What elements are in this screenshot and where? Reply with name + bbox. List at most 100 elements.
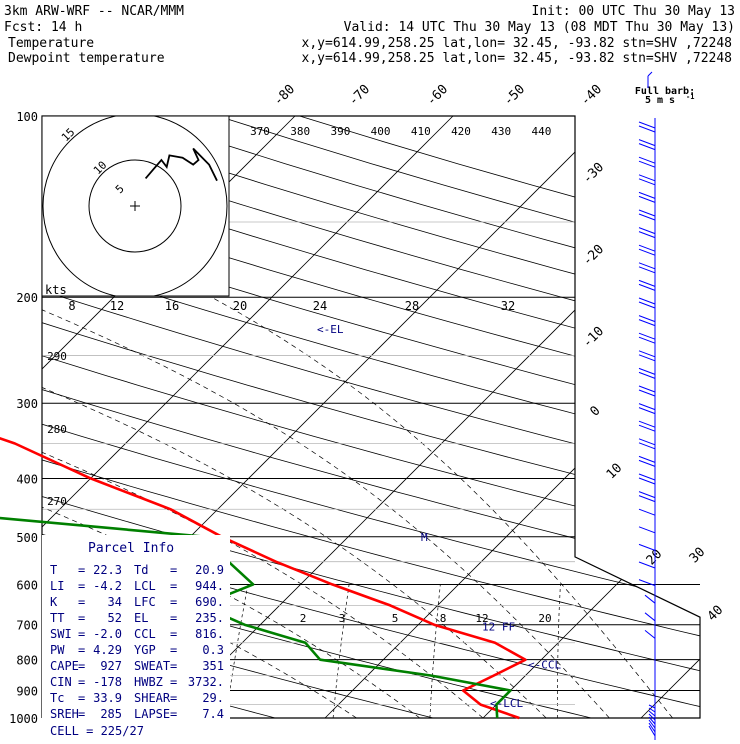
parcel-row-equals: =	[78, 595, 85, 609]
wind-barb	[638, 561, 656, 569]
theta-label: 390	[330, 125, 350, 138]
parcel-row-equals: =	[170, 611, 177, 625]
pressure-tick-label: 1000	[9, 712, 38, 726]
parcel-row: SWI = -2.0 CCL = 816.	[50, 627, 224, 641]
wind-barb-low	[648, 719, 656, 729]
parcel-row-equals: =	[170, 627, 177, 641]
pressure-tick-label: 800	[16, 654, 38, 668]
theta-label-left: 280	[47, 423, 67, 436]
wind-barb	[638, 438, 656, 450]
hodograph-ring	[42, 116, 228, 296]
pressure-tick-label: 600	[16, 578, 38, 592]
parcel-row-value-right: 816.	[195, 627, 224, 641]
model-title: 3km ARW-WRF -- NCAR/MMM	[4, 4, 184, 19]
speed-tick-label: 28	[405, 299, 419, 313]
mixing-ratio-line	[557, 584, 561, 718]
wind-barb	[638, 350, 656, 362]
annotation-label: <-LCL	[490, 697, 523, 710]
wind-barb-low	[648, 722, 656, 733]
wind-barb	[638, 121, 656, 133]
wind-barb	[638, 367, 656, 379]
pressure-tick-label: 500	[16, 531, 38, 545]
wind-barb	[638, 579, 656, 587]
wind-barb	[638, 491, 656, 503]
temperature-location: x,y=614.99,258.25 lat,lon= 32.45, -93.82…	[302, 36, 732, 51]
wind-barb	[638, 209, 656, 221]
parcel-row-equals: =	[78, 627, 85, 641]
pressure-tick-label: 100	[16, 110, 38, 124]
parcel-row-value-right: 944.	[195, 579, 224, 593]
wind-barb	[638, 139, 656, 151]
parcel-row-label-left: Tc	[50, 691, 64, 705]
parcel-row-value-left: 22.3	[93, 563, 122, 577]
parcel-row-value-left: 52	[108, 611, 122, 625]
pressure-tick-label: 400	[16, 472, 38, 486]
mixing-ratio-line	[429, 584, 441, 718]
hodograph-ring	[88, 159, 182, 253]
parcel-row-value-right: 20.9	[195, 563, 224, 577]
wind-barb	[638, 174, 656, 186]
annotation-label: <-CCL	[528, 659, 561, 672]
wind-barb	[638, 526, 656, 534]
parcel-row-label-right: LFC	[134, 595, 156, 609]
mixing-ratio-label: 5	[392, 612, 399, 625]
dewpoint-legend: Dewpoint temperature	[8, 51, 165, 66]
parcel-row-equals: =	[170, 579, 177, 593]
pressure-tick-label: 200	[16, 291, 38, 305]
parcel-box-bg	[42, 535, 230, 735]
pressure-tick-label: 700	[16, 619, 38, 633]
moist-adiabat	[42, 296, 547, 718]
wind-barb	[638, 385, 656, 397]
parcel-row-equals: =	[78, 579, 85, 593]
wind-barb-low	[648, 713, 656, 721]
parcel-row-equals: =	[170, 675, 177, 689]
parcel-row: Tc = 33.9 SHEAR = 29.	[50, 691, 224, 705]
hodograph-axis-label: kts	[45, 283, 67, 297]
parcel-row-equals: =	[170, 691, 177, 705]
parcel-row: TT = 52 EL = 235.	[50, 611, 224, 625]
pressure-tick-label: 900	[16, 684, 38, 698]
wind-barb	[644, 612, 656, 622]
parcel-row-label-left: TT	[50, 611, 64, 625]
annotation-label: <-EL	[317, 323, 344, 336]
wind-barb	[638, 473, 656, 485]
theta-label: 410	[411, 125, 431, 138]
parcel-row: LI = -4.2 LCL = 944.	[50, 579, 224, 593]
parcel-row-value-left: -2.0	[93, 627, 122, 641]
wind-barb	[638, 279, 656, 291]
wind-barb	[644, 594, 656, 604]
parcel-cell-motion: CELL = 225/27	[50, 724, 144, 738]
parcel-row-label-left: CIN	[50, 675, 72, 689]
parcel-row-value-right: 351	[202, 659, 224, 673]
pressure-tick-label: 300	[16, 397, 38, 411]
valid-time: Valid: 14 UTC Thu 30 May 13 (08 MDT Thu …	[344, 20, 735, 35]
parcel-row-label-right: SHEAR	[134, 691, 171, 705]
parcel-info-box: Parcel Info T = 22.3 Td = 20.9 LI = -4.2 LCL = 944. K…	[42, 535, 230, 738]
mixing-ratio-label: 20	[538, 612, 551, 625]
parcel-row-equals: =	[78, 563, 85, 577]
parcel-row-value-right: 690.	[195, 595, 224, 609]
wind-barb	[638, 191, 656, 203]
parcel-row-equals: =	[170, 595, 177, 609]
wind-barb	[638, 227, 656, 239]
parcel-info-title: Parcel Info	[88, 541, 174, 556]
parcel-row: CAPE = 927 SWEAT = 351	[50, 659, 224, 673]
speed-tick-label: 8	[68, 299, 75, 313]
parcel-row-value-right: 235.	[195, 611, 224, 625]
wind-barb-low	[648, 725, 656, 737]
wind-barb-column	[638, 118, 656, 740]
parcel-row-equals: =	[170, 707, 177, 721]
wind-barb-low	[648, 704, 656, 709]
parcel-row-value-left: -4.2	[93, 579, 122, 593]
temperature-trace	[0, 437, 527, 720]
wind-barb	[638, 244, 656, 256]
theta-label: 430	[491, 125, 511, 138]
parcel-row-label-right: YGP	[134, 643, 156, 657]
speed-tick-label: 12	[110, 299, 124, 313]
wind-barb	[638, 156, 656, 168]
mixing-ratio-label: 3	[339, 612, 346, 625]
wind-barb-low	[648, 707, 656, 713]
wind-barb	[644, 630, 656, 639]
parcel-row-label-right: Td	[134, 563, 148, 577]
